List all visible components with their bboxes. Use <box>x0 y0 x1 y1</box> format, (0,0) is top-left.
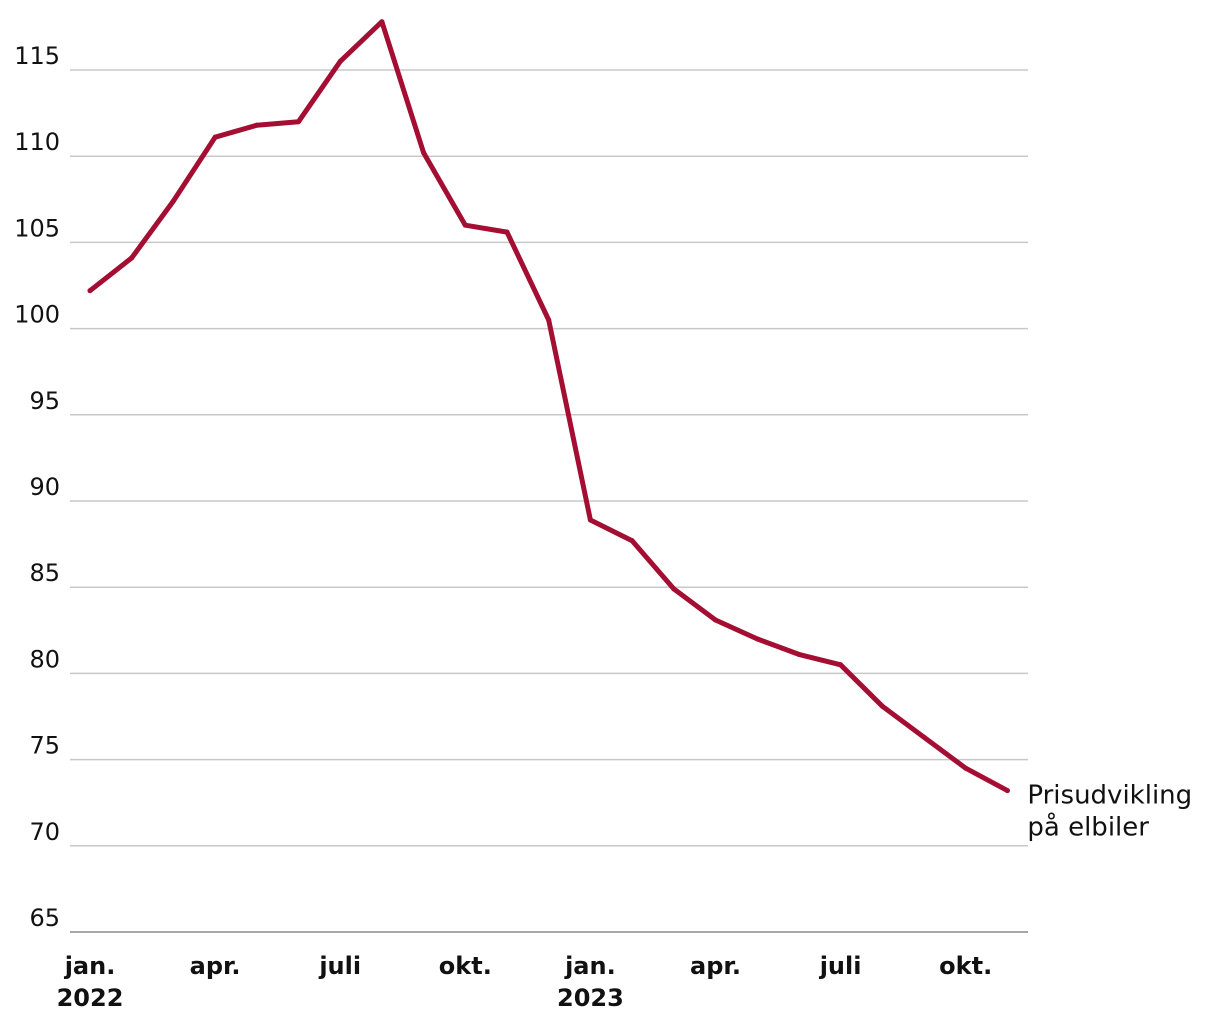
data-point <box>838 662 844 668</box>
series-label: Prisudvikling <box>1027 781 1192 811</box>
y-axis-ticks: 65 70 75 80 85 90 95 100 105 110 115 <box>14 42 60 932</box>
x-tick-label: apr. <box>190 952 241 980</box>
data-point <box>421 150 427 156</box>
data-point <box>671 586 677 592</box>
data-point <box>754 636 760 642</box>
y-tick-label: 95 <box>29 387 60 415</box>
y-tick-label: 100 <box>14 301 60 329</box>
y-tick-label: 70 <box>29 818 60 846</box>
x-tick-year-label: 2023 <box>557 984 624 1012</box>
x-tick-label: okt. <box>939 952 992 980</box>
data-point <box>921 734 927 740</box>
data-point <box>879 703 885 709</box>
x-axis-ticks: jan. 2022 apr. juli okt. jan. 2023 apr. juli okt. <box>57 952 993 1012</box>
data-point <box>212 134 218 140</box>
data-point <box>504 229 510 235</box>
data-point <box>713 617 718 623</box>
data-point <box>963 765 969 771</box>
series-line <box>87 19 1010 794</box>
data-point <box>462 222 468 228</box>
y-tick-label: 80 <box>29 645 60 673</box>
x-tick-label: juli <box>318 952 361 980</box>
x-tick-label: jan. <box>64 952 116 980</box>
series-label: på elbiler <box>1027 812 1149 843</box>
y-tick-label: 110 <box>14 128 60 156</box>
data-point <box>296 119 301 125</box>
data-point <box>1004 788 1010 794</box>
x-tick-label: okt. <box>439 952 492 980</box>
data-point <box>129 255 135 261</box>
x-tick-year-label: 2022 <box>57 984 124 1012</box>
data-point <box>379 19 385 25</box>
data-point <box>170 198 176 204</box>
data-point <box>546 317 552 323</box>
y-tick-label: 85 <box>29 559 60 587</box>
gridlines <box>70 69 1028 933</box>
data-point <box>87 288 93 294</box>
x-tick-label: apr. <box>690 952 741 980</box>
series-layer <box>87 19 1010 794</box>
data-point <box>629 538 635 544</box>
y-tick-label: 90 <box>29 473 60 501</box>
data-point <box>254 122 260 128</box>
data-point <box>587 517 593 523</box>
data-point <box>337 58 343 64</box>
data-point <box>796 651 802 657</box>
x-tick-label: juli <box>819 952 862 980</box>
x-tick-label: jan. <box>564 952 616 980</box>
y-tick-label: 115 <box>14 42 60 70</box>
y-tick-label: 105 <box>14 214 60 242</box>
y-tick-label: 65 <box>29 904 60 932</box>
y-tick-label: 75 <box>29 732 60 760</box>
